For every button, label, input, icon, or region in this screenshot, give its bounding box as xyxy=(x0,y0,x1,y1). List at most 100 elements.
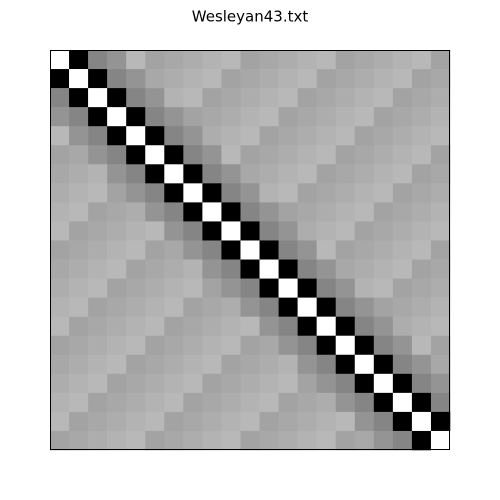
heatmap-cell xyxy=(430,354,451,375)
heatmap-cell xyxy=(50,411,70,432)
heatmap-cell xyxy=(354,202,375,222)
heatmap-cell xyxy=(411,430,432,451)
heatmap-cell xyxy=(430,126,451,146)
heatmap-cell xyxy=(107,278,127,298)
heatmap-cell xyxy=(259,373,279,394)
heatmap-cell xyxy=(183,354,203,375)
heatmap-cell xyxy=(126,354,146,375)
heatmap-cell xyxy=(183,430,203,451)
heatmap-cell xyxy=(411,221,432,241)
heatmap-cell xyxy=(354,411,375,432)
heatmap-cell xyxy=(297,278,317,298)
heatmap-cell xyxy=(430,430,451,451)
heatmap-cell xyxy=(50,373,70,394)
heatmap-cell xyxy=(316,145,337,165)
heatmap-cell xyxy=(354,430,375,451)
heatmap-cell xyxy=(240,430,260,451)
heatmap-cell xyxy=(373,297,394,317)
heatmap-cell xyxy=(316,50,337,70)
heatmap-cell xyxy=(69,430,89,451)
heatmap-cell xyxy=(430,221,451,241)
heatmap-cell xyxy=(145,278,165,298)
heatmap-cell xyxy=(373,411,394,432)
heatmap-cell xyxy=(278,411,298,432)
heatmap-cell xyxy=(50,183,70,203)
heatmap-cell xyxy=(50,88,70,108)
heatmap-cell xyxy=(278,88,298,108)
heatmap-cell xyxy=(392,354,413,375)
heatmap-cell xyxy=(145,430,165,451)
heatmap-cell xyxy=(183,316,203,337)
heatmap-cell xyxy=(335,297,356,317)
heatmap-cell xyxy=(354,240,375,260)
heatmap-cell xyxy=(126,50,146,70)
heatmap-cell xyxy=(69,221,89,241)
heatmap-cell xyxy=(354,335,375,356)
heatmap-cell xyxy=(126,316,146,337)
heatmap-cell xyxy=(221,316,241,337)
heatmap-cell xyxy=(354,126,375,146)
heatmap-cell xyxy=(107,354,127,375)
heatmap-cell xyxy=(278,69,298,89)
heatmap-cell xyxy=(411,50,432,70)
heatmap-cell xyxy=(411,278,432,298)
heatmap-cell xyxy=(411,373,432,394)
heatmap-cell xyxy=(354,316,375,337)
heatmap-cell xyxy=(50,107,70,127)
heatmap-cell xyxy=(335,354,356,375)
heatmap-cell xyxy=(316,354,337,375)
heatmap-cell xyxy=(430,335,451,356)
heatmap-cell xyxy=(278,50,298,70)
heatmap-cell xyxy=(202,126,222,146)
heatmap-cell xyxy=(221,50,241,70)
heatmap-cell xyxy=(164,278,184,298)
heatmap-cell xyxy=(278,316,298,337)
heatmap-cell xyxy=(69,145,89,165)
heatmap-cell xyxy=(164,69,184,89)
heatmap-cell xyxy=(354,278,375,298)
heatmap-cell xyxy=(126,335,146,356)
heatmap-cell xyxy=(50,126,70,146)
heatmap-cell xyxy=(240,240,260,260)
heatmap-cell xyxy=(259,259,279,279)
heatmap-cell xyxy=(316,430,337,451)
heatmap-cell xyxy=(259,278,279,298)
heatmap-cell xyxy=(278,335,298,356)
heatmap-cell xyxy=(88,259,108,279)
heatmap-cell xyxy=(240,164,260,184)
heatmap-cell xyxy=(221,145,241,165)
heatmap-cell xyxy=(297,392,317,413)
heatmap-cell xyxy=(297,297,317,317)
heatmap-cell xyxy=(50,50,70,70)
heatmap-cell xyxy=(278,430,298,451)
heatmap-cell xyxy=(145,145,165,165)
heatmap-cell xyxy=(240,69,260,89)
heatmap-cell xyxy=(126,88,146,108)
heatmap-cell xyxy=(411,107,432,127)
heatmap-cell xyxy=(202,411,222,432)
heatmap-cell xyxy=(335,50,356,70)
heatmap-cell xyxy=(297,69,317,89)
heatmap-cell xyxy=(316,88,337,108)
heatmap-cell xyxy=(88,164,108,184)
heatmap-cell xyxy=(202,259,222,279)
heatmap-cell xyxy=(373,392,394,413)
heatmap-cell xyxy=(164,88,184,108)
heatmap-cell xyxy=(259,335,279,356)
heatmap-cell xyxy=(183,50,203,70)
heatmap-cell xyxy=(278,183,298,203)
heatmap-cell xyxy=(354,259,375,279)
heatmap-cell xyxy=(335,392,356,413)
heatmap-cell xyxy=(183,221,203,241)
heatmap-cell xyxy=(69,240,89,260)
heatmap-cell xyxy=(411,392,432,413)
chart-title: Wesleyan43.txt xyxy=(192,8,309,26)
heatmap-cell xyxy=(297,202,317,222)
heatmap-cell xyxy=(50,297,70,317)
heatmap-cell xyxy=(88,240,108,260)
heatmap-cell xyxy=(126,202,146,222)
heatmap-cell xyxy=(335,316,356,337)
heatmap-cell xyxy=(69,164,89,184)
heatmap-cell xyxy=(202,202,222,222)
heatmap-cell xyxy=(50,240,70,260)
